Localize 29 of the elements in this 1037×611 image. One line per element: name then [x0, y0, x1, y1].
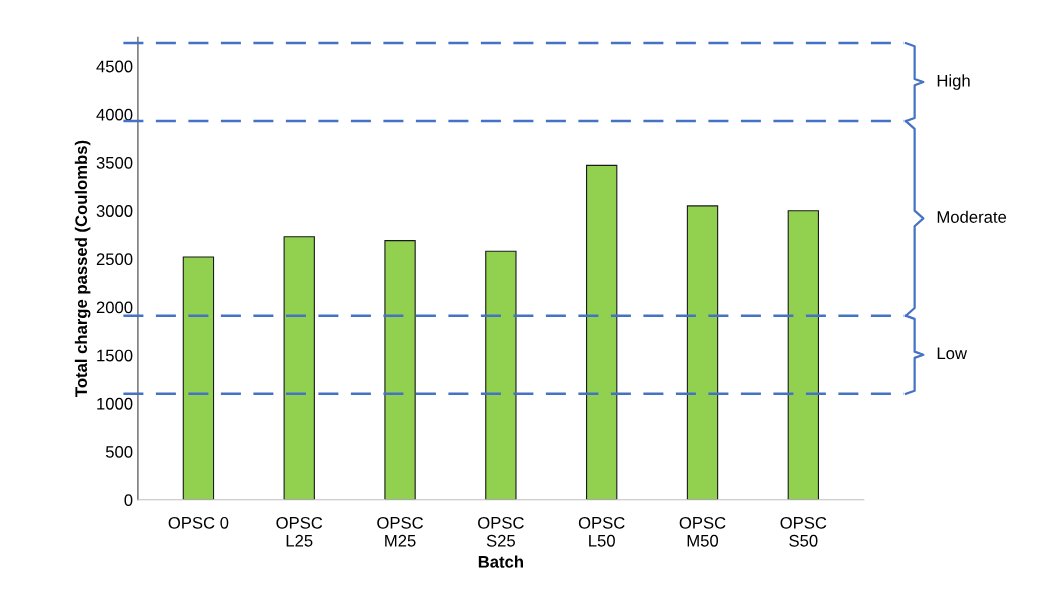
- text: Low: [937, 347, 968, 360]
- text: Moderate: [937, 210, 1007, 223]
- x-tick-label: OPSC S50: [780, 516, 827, 547]
- x-tick-label: OPSC S25: [478, 516, 524, 547]
- bar: [485, 250, 517, 500]
- bar: [686, 205, 719, 500]
- y-tick-label: 4000: [96, 108, 133, 121]
- y-tick-label: 1500: [97, 349, 133, 362]
- bar: [283, 236, 315, 500]
- y-tick-label: 500: [105, 446, 133, 458]
- bar: [384, 240, 416, 500]
- x-tick-label: OPSC L25: [276, 516, 323, 547]
- x-tick-label: OPSC M25: [377, 516, 424, 547]
- x-axis-title: Batch: [478, 555, 523, 568]
- bar: [182, 256, 215, 500]
- y-tick-label: 2000: [96, 301, 133, 314]
- y-tick-label: 3500: [96, 156, 133, 169]
- bar: [787, 210, 820, 500]
- y-tick-label: 2500: [96, 253, 133, 266]
- x-tick-label: OPSC M50: [679, 516, 726, 547]
- y-tick-label: 4500: [96, 60, 133, 73]
- y-axis-title: Total charge passed (Coulombs): [74, 140, 91, 397]
- y-tick-label: 0: [124, 494, 133, 506]
- text: High: [937, 74, 970, 90]
- y-tick-label: 1000: [97, 397, 133, 410]
- x-tick-label: OPSC L50: [578, 516, 625, 547]
- x-tick-label: OPSC 0: [168, 516, 229, 529]
- y-tick-label: 3000: [96, 205, 133, 217]
- bar: [586, 164, 618, 500]
